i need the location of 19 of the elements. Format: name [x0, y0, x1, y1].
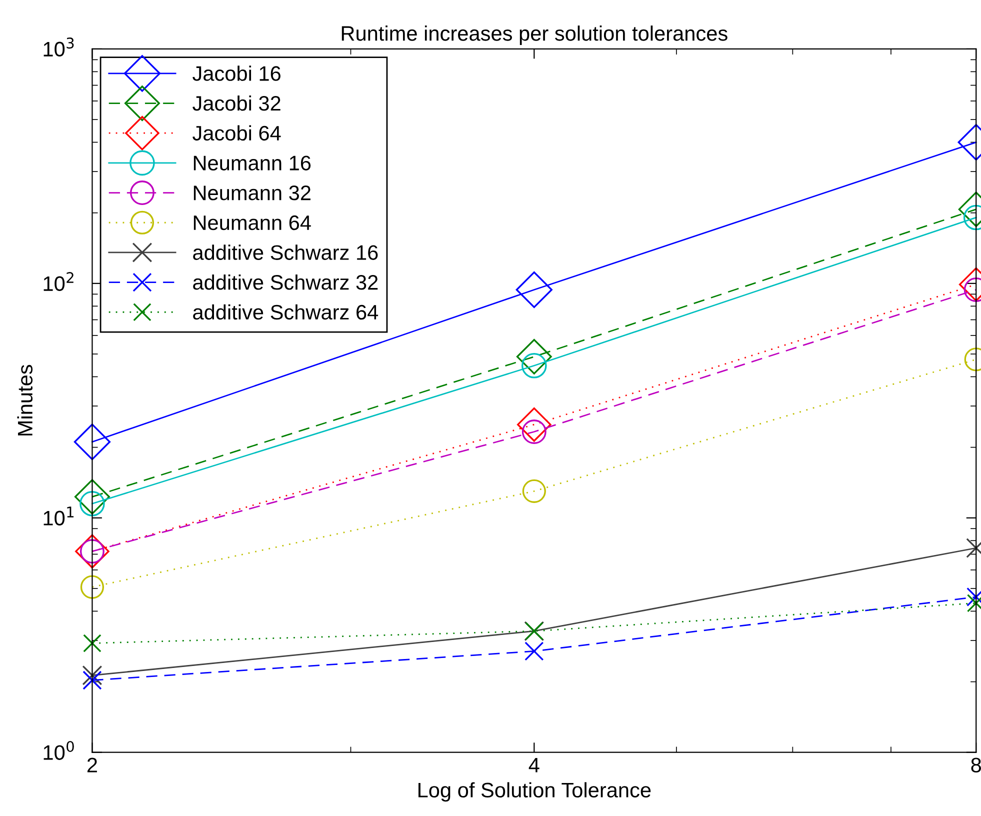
y-tick-label: 10$^{3}$	[44, 38, 74, 57]
x-tick-label: 4	[528, 758, 540, 772]
legend-label: additive Schwarz 64	[193, 304, 378, 320]
y-tick-label: 10$^{1}$	[44, 506, 74, 526]
chart-title: Runtime increases per solution tolerances	[342, 26, 728, 45]
legend-label: Neumann 32	[194, 186, 310, 200]
legend-label: Jacobi 64	[192, 125, 281, 141]
legend-label: Jacobi 32	[192, 95, 280, 111]
x-tick-label: 8	[971, 758, 981, 773]
legend-label: Jacobi 16	[192, 66, 280, 81]
x-axis-title: Log of Solution Tolerance	[418, 782, 651, 802]
legend-label: additive Schwarz 32	[193, 274, 378, 290]
y-axis-title: Minutes	[17, 364, 33, 436]
x-tick-label: 2	[87, 758, 97, 772]
legend-label: additive Schwarz 16	[193, 244, 378, 260]
legend-label: Neumann 64	[194, 215, 311, 230]
y-tick-label: 10$^{2}$	[44, 272, 74, 292]
y-tick-label: 10$^{0}$	[44, 740, 74, 760]
legend-label: Neumann 16	[194, 156, 311, 170]
